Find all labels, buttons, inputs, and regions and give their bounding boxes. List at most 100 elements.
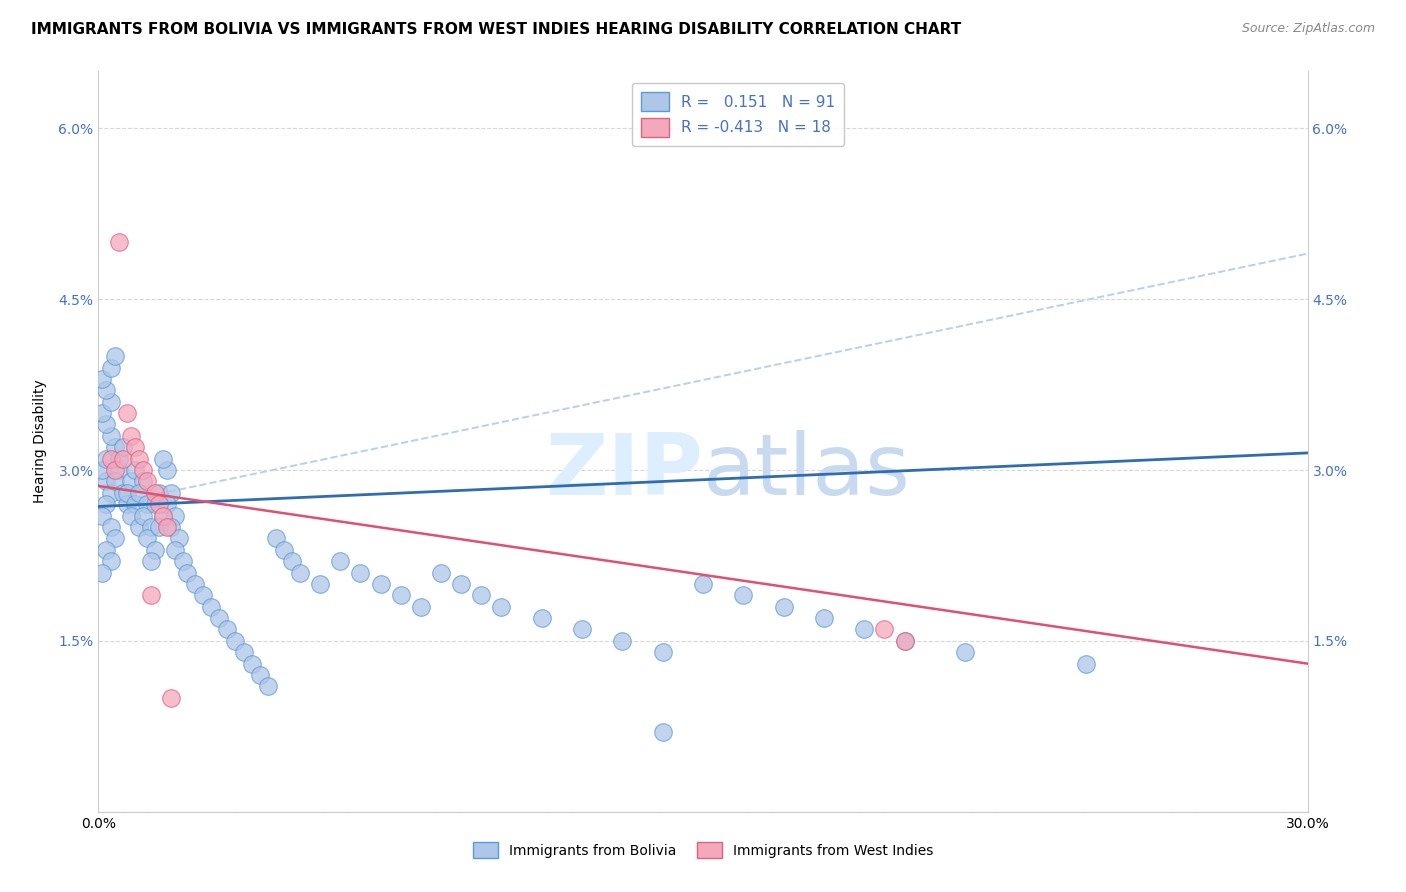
Point <box>152 451 174 466</box>
Point <box>100 485 122 500</box>
Point <box>107 451 129 466</box>
Point <box>733 588 755 602</box>
Point <box>232 645 254 659</box>
Point <box>128 485 150 500</box>
Point <box>163 508 186 523</box>
Point <box>389 588 412 602</box>
Text: ZIP: ZIP <box>546 430 703 513</box>
Point <box>124 497 146 511</box>
Point <box>100 520 122 534</box>
Point <box>893 633 915 648</box>
Point <box>132 463 155 477</box>
Point <box>96 497 118 511</box>
Point <box>143 542 166 557</box>
Point <box>163 542 186 557</box>
Legend: Immigrants from Bolivia, Immigrants from West Indies: Immigrants from Bolivia, Immigrants from… <box>467 837 939 864</box>
Point <box>132 508 155 523</box>
Point <box>91 463 114 477</box>
Point <box>100 394 122 409</box>
Point <box>156 497 179 511</box>
Point <box>91 566 114 580</box>
Point <box>115 485 138 500</box>
Point <box>156 520 179 534</box>
Point <box>184 577 207 591</box>
Point <box>96 451 118 466</box>
Point <box>612 633 634 648</box>
Point <box>470 588 492 602</box>
Point <box>96 542 118 557</box>
Text: Source: ZipAtlas.com: Source: ZipAtlas.com <box>1241 22 1375 36</box>
Point <box>853 623 876 637</box>
Point <box>167 532 190 546</box>
Point <box>96 384 118 398</box>
Point <box>288 566 311 580</box>
Point <box>139 588 162 602</box>
Point <box>128 520 150 534</box>
Point <box>128 451 150 466</box>
Point <box>193 588 215 602</box>
Point <box>264 532 287 546</box>
Point <box>143 497 166 511</box>
Point <box>491 599 513 614</box>
Point <box>107 463 129 477</box>
Point <box>111 440 134 454</box>
Point <box>103 475 125 489</box>
Point <box>651 645 673 659</box>
Point <box>96 475 118 489</box>
Point <box>873 623 896 637</box>
Point <box>100 429 122 443</box>
Point <box>103 532 125 546</box>
Point <box>120 508 142 523</box>
Point <box>135 532 157 546</box>
Point <box>135 475 157 489</box>
Point <box>160 520 183 534</box>
Point <box>953 645 976 659</box>
Point <box>240 657 263 671</box>
Point <box>111 485 134 500</box>
Point <box>152 508 174 523</box>
Point <box>281 554 304 568</box>
Point <box>103 440 125 454</box>
Point <box>148 497 170 511</box>
Point <box>91 406 114 420</box>
Point <box>160 690 183 705</box>
Point <box>103 463 125 477</box>
Point <box>148 485 170 500</box>
Point <box>100 554 122 568</box>
Point <box>893 633 915 648</box>
Point <box>430 566 453 580</box>
Point <box>249 668 271 682</box>
Point <box>172 554 194 568</box>
Point <box>349 566 371 580</box>
Y-axis label: Hearing Disability: Hearing Disability <box>34 380 48 503</box>
Point <box>156 463 179 477</box>
Point <box>103 349 125 363</box>
Point <box>139 520 162 534</box>
Point <box>692 577 714 591</box>
Point <box>224 633 246 648</box>
Point <box>143 485 166 500</box>
Point <box>651 725 673 739</box>
Point <box>91 508 114 523</box>
Point <box>256 680 278 694</box>
Point <box>273 542 295 557</box>
Text: IMMIGRANTS FROM BOLIVIA VS IMMIGRANTS FROM WEST INDIES HEARING DISABILITY CORREL: IMMIGRANTS FROM BOLIVIA VS IMMIGRANTS FR… <box>31 22 962 37</box>
Point <box>176 566 198 580</box>
Point <box>200 599 222 614</box>
Point <box>370 577 392 591</box>
Point <box>450 577 472 591</box>
Point <box>813 611 835 625</box>
Point <box>530 611 553 625</box>
Point <box>148 520 170 534</box>
Point <box>100 360 122 375</box>
Point <box>132 475 155 489</box>
Point <box>111 451 134 466</box>
Text: atlas: atlas <box>703 430 911 513</box>
Point <box>107 235 129 250</box>
Point <box>329 554 352 568</box>
Point <box>96 417 118 432</box>
Point <box>152 508 174 523</box>
Point <box>571 623 593 637</box>
Point <box>115 497 138 511</box>
Point <box>1074 657 1097 671</box>
